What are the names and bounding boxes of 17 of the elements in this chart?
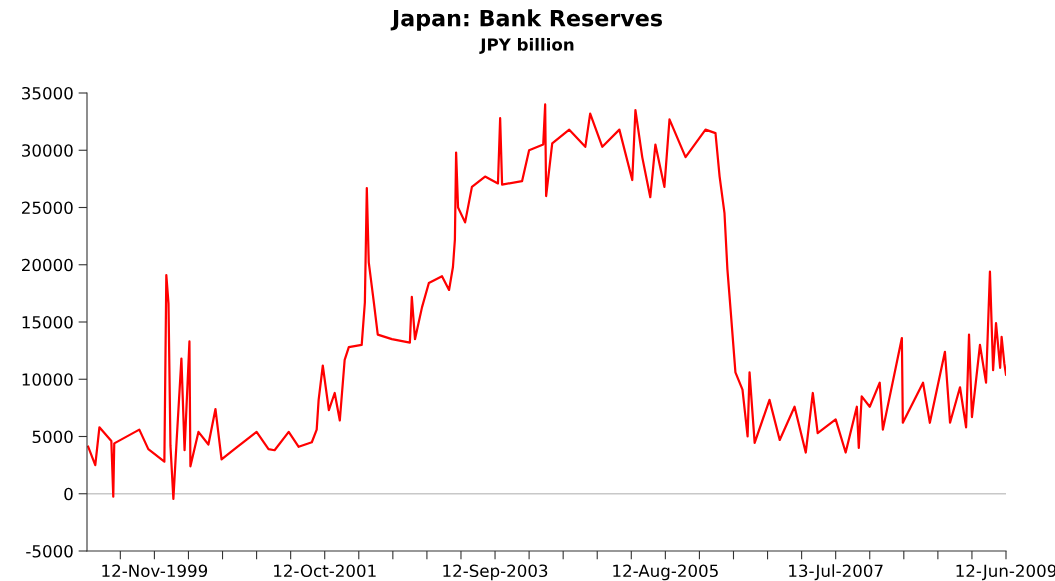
y-tick-label: 5000: [32, 430, 73, 444]
x-tick-label: 12-Nov-1999: [102, 564, 208, 578]
line-series: [87, 103, 1006, 501]
y-tick-label: 10000: [22, 373, 73, 386]
x-tick-label: 12-Aug-2005: [613, 564, 718, 581]
y-tick-label: 25000: [22, 201, 73, 215]
y-tick-label: -5000: [26, 544, 73, 558]
y-tick-label: 20000: [22, 258, 73, 272]
x-tick-label: 12-Sep-2003: [443, 564, 548, 581]
chart-subtitle: JPY billion: [479, 37, 574, 54]
y-tick-label: 15000: [22, 315, 73, 329]
x-tick-label: 13-Jul-2007: [789, 564, 883, 581]
y-tick-label: 30000: [22, 144, 73, 157]
chart-title: Japan: Bank Reserves: [390, 9, 662, 31]
y-tick-label: 0: [64, 487, 73, 501]
y-tick-label: 35000: [22, 86, 73, 100]
x-tick-label: 12-Oct-2001: [274, 564, 376, 578]
